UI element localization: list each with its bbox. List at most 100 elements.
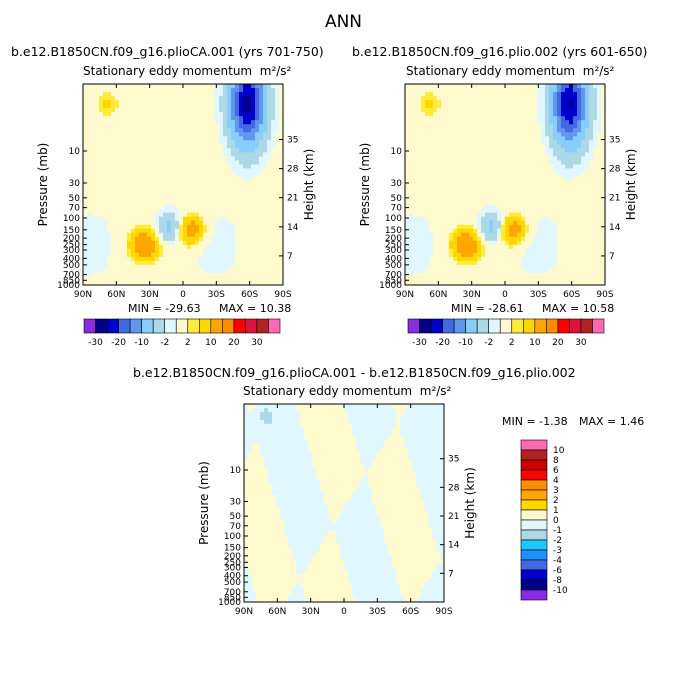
contour-cell xyxy=(513,136,518,141)
contour-cell xyxy=(215,144,220,149)
contour-cell xyxy=(143,152,148,157)
contour-cell xyxy=(477,156,482,161)
contour-cell xyxy=(203,152,208,157)
contour-cell xyxy=(561,244,566,250)
contour-cell xyxy=(147,128,152,133)
contour-cell xyxy=(545,280,550,285)
contour-cell xyxy=(263,264,268,270)
contour-cell xyxy=(251,164,256,170)
contour-cell xyxy=(195,228,200,234)
contour-cell xyxy=(95,148,100,153)
contour-cell xyxy=(461,112,466,117)
contour-cell xyxy=(203,240,208,246)
contour-cell xyxy=(513,168,518,174)
contour-cell xyxy=(163,140,168,145)
contour-cell xyxy=(441,112,446,117)
contour-cell xyxy=(585,116,590,121)
contour-cell xyxy=(457,100,462,105)
contour-cell xyxy=(405,280,410,285)
contour-cell xyxy=(589,228,594,234)
contour-cell xyxy=(195,88,200,93)
contour-cell xyxy=(473,264,478,270)
contour-cell xyxy=(469,212,474,218)
contour-cell xyxy=(513,260,518,266)
contour-cell xyxy=(139,232,144,238)
contour-cell xyxy=(171,136,176,141)
contour-cell xyxy=(477,104,482,109)
contour-cell xyxy=(405,212,410,218)
contour-cell xyxy=(171,144,176,149)
contour-cell xyxy=(107,268,112,274)
contour-cell xyxy=(199,168,204,174)
contour-cell xyxy=(573,252,578,258)
contour-cell xyxy=(537,104,542,109)
contour-cell xyxy=(529,100,534,105)
contour-cell xyxy=(247,172,252,178)
contour-cell xyxy=(215,148,220,153)
contour-cell xyxy=(513,196,518,202)
contour-cell xyxy=(107,192,112,198)
contour-cell xyxy=(417,232,422,238)
contour-cell xyxy=(433,168,438,174)
contour-cell xyxy=(441,232,446,238)
contour-cell xyxy=(159,172,164,178)
contour-cell xyxy=(569,196,574,202)
contour-cell xyxy=(465,152,470,157)
contour-cell xyxy=(589,156,594,161)
contour-cell xyxy=(139,244,144,250)
contour-cell xyxy=(107,124,112,129)
contour-cell xyxy=(83,212,88,218)
contour-cell xyxy=(457,200,462,206)
contour-cell xyxy=(187,140,192,145)
contour-cell xyxy=(111,164,116,170)
contour-cell xyxy=(413,104,418,109)
contour-cell xyxy=(91,256,96,262)
contour-cell xyxy=(95,112,100,117)
contour-cell xyxy=(457,116,462,121)
contour-cell xyxy=(191,132,196,137)
contour-cell xyxy=(569,264,574,270)
contour-cell xyxy=(95,92,100,97)
contour-cell xyxy=(565,168,570,174)
contour-cell xyxy=(139,256,144,262)
contour-cell xyxy=(485,192,490,198)
contour-cell xyxy=(549,128,554,133)
contour-cell xyxy=(565,96,570,101)
contour-cell xyxy=(425,100,430,105)
contour-cell xyxy=(469,172,474,178)
contour-cell xyxy=(477,204,482,210)
contour-cell xyxy=(585,108,590,113)
contour-cell xyxy=(449,264,454,270)
contour-cell xyxy=(259,192,264,198)
contour-cell xyxy=(155,88,160,93)
contour-cell xyxy=(569,176,574,182)
contour-cell xyxy=(473,208,478,214)
contour-cell xyxy=(107,144,112,149)
contour-cell xyxy=(437,216,442,222)
contour-cell xyxy=(413,120,418,125)
contour-cell xyxy=(549,124,554,129)
contour-cell xyxy=(497,276,502,282)
contour-cell xyxy=(179,176,184,182)
contour-cell xyxy=(223,160,228,165)
contour-cell xyxy=(199,132,204,137)
contour-cell xyxy=(207,204,212,210)
contour-cell xyxy=(123,156,128,161)
contour-cell xyxy=(91,144,96,149)
contour-cell xyxy=(569,160,574,165)
contour-cell xyxy=(569,148,574,153)
contour-cell xyxy=(533,84,538,89)
panel3-units: m²/s² xyxy=(419,384,452,398)
contour-cell xyxy=(569,276,574,282)
contour-cell xyxy=(509,144,514,149)
contour-cell xyxy=(469,92,474,97)
contour-cell xyxy=(123,176,128,182)
contour-cell xyxy=(223,188,228,194)
contour-cell xyxy=(95,264,100,270)
contour-cell xyxy=(123,116,128,121)
contour-cell xyxy=(91,212,96,218)
contour-cell xyxy=(477,112,482,117)
contour-cell xyxy=(239,268,244,274)
contour-cell xyxy=(115,100,120,105)
contour-cell xyxy=(87,224,92,230)
